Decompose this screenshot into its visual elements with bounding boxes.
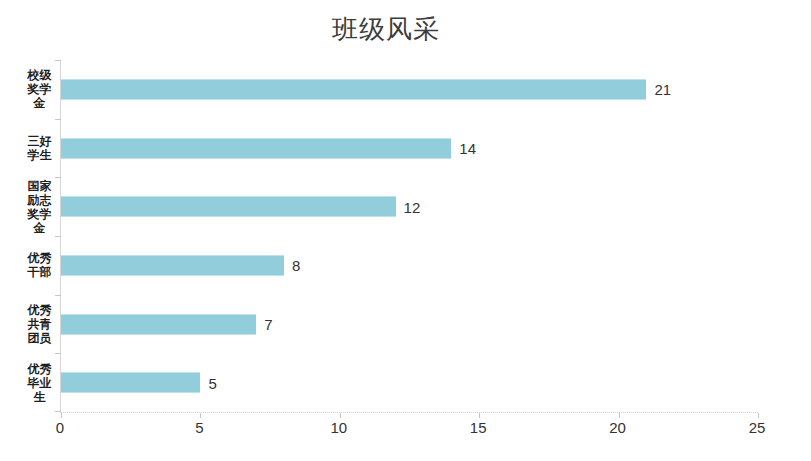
bar-value-label-3: 8 [292,257,300,274]
bar-value-label-2: 12 [404,198,421,215]
category-label-1: 三好学生 [27,134,52,162]
x-axis-tick-4 [619,413,620,418]
bar-3 [61,255,284,276]
category-label-3: 优秀干部 [27,251,52,279]
x-axis-labels: 0510152025 [60,419,757,439]
category-label-0: 校级奖学金 [27,68,52,110]
y-axis-tick-6 [55,411,61,412]
y-axis-tick-1 [55,119,61,120]
bar-2 [61,196,396,217]
x-axis-tick-2 [340,413,341,418]
y-axis-tick-2 [55,177,61,178]
bar-1 [61,138,451,159]
category-label-4: 优秀共青团员 [27,303,52,345]
x-tick-label-0: 0 [56,419,64,436]
y-axis-tick-5 [55,353,61,354]
bar-chart: 班级风采 校级奖学金三好学生国家励志奖学金优秀干部优秀共青团员优秀毕业生 21 1… [0,0,811,461]
y-axis-tick-4 [55,295,61,296]
x-tick-label-3: 15 [470,419,487,436]
plot-area: 21 14 12 8 7 5 [60,60,758,413]
category-label-5: 优秀毕业生 [27,362,52,404]
x-axis-tick-1 [200,413,201,418]
bar-5 [61,372,200,393]
bar-0 [61,79,646,100]
bar-value-label-1: 14 [459,140,476,157]
x-axis-tick-5 [758,413,759,418]
y-axis-labels: 校级奖学金三好学生国家励志奖学金优秀干部优秀共青团员优秀毕业生 [0,60,53,412]
bar-value-label-0: 21 [654,81,671,98]
x-tick-label-1: 5 [195,419,203,436]
category-label-2: 国家励志奖学金 [27,179,52,235]
bar-4 [61,314,256,335]
x-tick-label-2: 10 [330,419,347,436]
y-axis-tick-0 [55,60,61,61]
bar-value-label-4: 7 [264,316,272,333]
chart-title: 班级风采 [332,12,440,47]
x-axis-tick-0 [61,413,62,418]
x-tick-label-5: 25 [749,419,766,436]
bar-value-label-5: 5 [208,374,216,391]
y-axis-tick-3 [55,236,61,237]
x-axis-tick-3 [479,413,480,418]
x-tick-label-4: 20 [609,419,626,436]
